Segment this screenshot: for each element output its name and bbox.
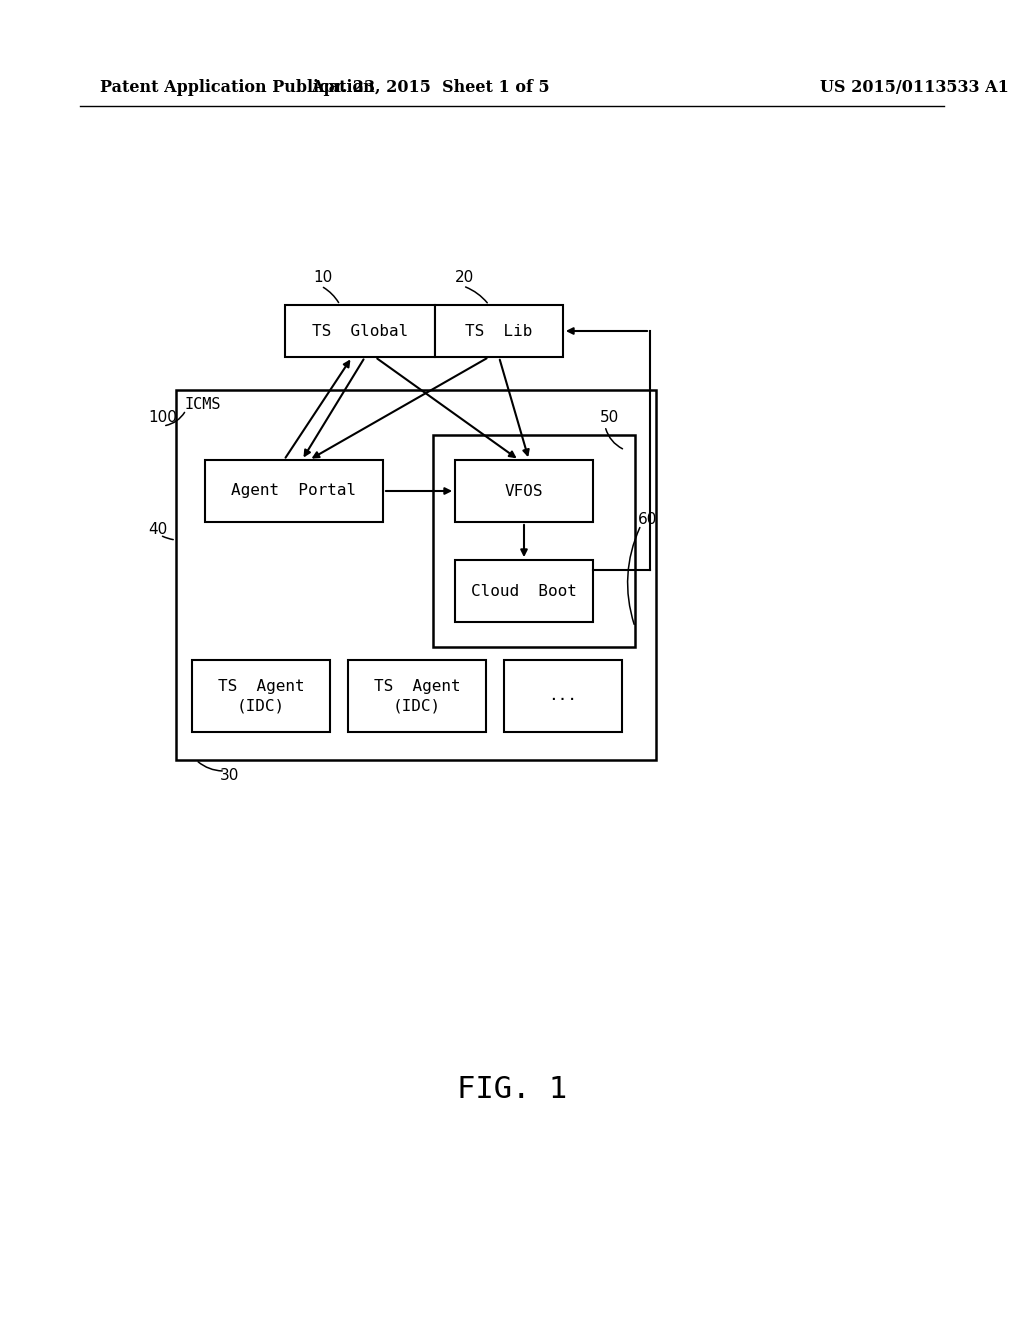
Text: US 2015/0113533 A1: US 2015/0113533 A1: [820, 79, 1009, 96]
Bar: [455, 560, 593, 622]
Bar: [504, 660, 622, 733]
Bar: [285, 305, 435, 356]
Text: 40: 40: [148, 523, 167, 537]
Bar: [433, 436, 635, 647]
Text: TS  Lib: TS Lib: [465, 323, 532, 338]
Text: 60: 60: [638, 512, 657, 528]
Text: 100: 100: [148, 411, 177, 425]
Text: 10: 10: [313, 271, 332, 285]
Bar: [455, 459, 593, 521]
Text: Cloud  Boot: Cloud Boot: [471, 583, 577, 598]
Text: ICMS: ICMS: [184, 397, 220, 412]
Text: Apr. 23, 2015  Sheet 1 of 5: Apr. 23, 2015 Sheet 1 of 5: [310, 79, 549, 96]
Text: Patent Application Publication: Patent Application Publication: [100, 79, 375, 96]
Bar: [205, 459, 383, 521]
Bar: [193, 660, 330, 733]
Text: TS  Agent
(IDC): TS Agent (IDC): [218, 678, 304, 713]
Text: FIG. 1: FIG. 1: [457, 1076, 567, 1105]
Text: TS  Global: TS Global: [312, 323, 409, 338]
Bar: [348, 660, 486, 733]
Text: ...: ...: [549, 689, 578, 704]
Bar: [435, 305, 563, 356]
Bar: [176, 389, 656, 760]
Text: TS  Agent
(IDC): TS Agent (IDC): [374, 678, 461, 713]
Text: 30: 30: [220, 768, 240, 784]
Text: Agent  Portal: Agent Portal: [231, 483, 356, 499]
Text: 20: 20: [455, 271, 474, 285]
Text: VFOS: VFOS: [505, 483, 544, 499]
Text: 50: 50: [600, 411, 620, 425]
